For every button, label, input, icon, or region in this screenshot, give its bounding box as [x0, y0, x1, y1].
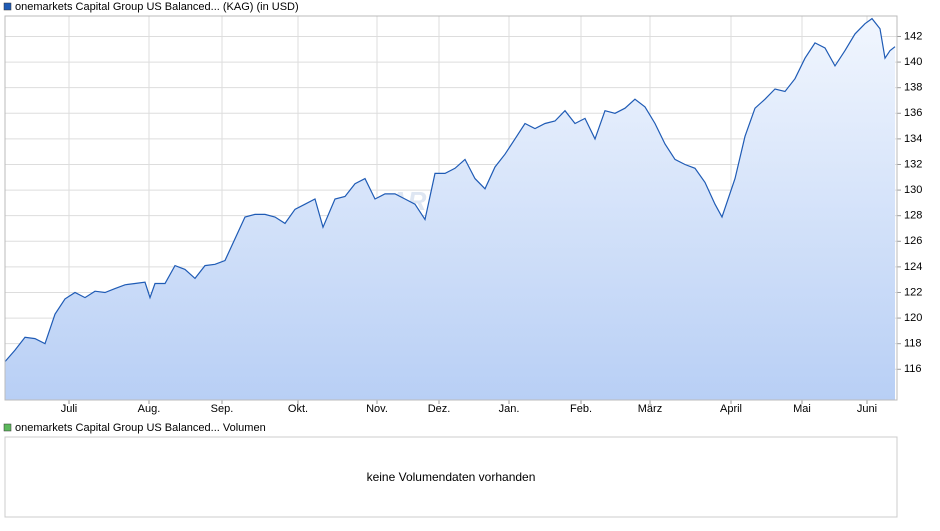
- price-line: [4, 17, 896, 362]
- x-tick-label: Aug.: [138, 403, 161, 415]
- x-tick-label: Juni: [857, 403, 877, 415]
- y-tick-label: 126: [904, 235, 922, 247]
- volume-message: keine Volumendaten vorhanden: [367, 470, 536, 484]
- y-tick-label: 136: [904, 107, 922, 119]
- x-tick-label: Okt.: [288, 403, 308, 415]
- y-tick-label: 124: [904, 261, 922, 273]
- y-tick-label: 128: [904, 210, 922, 222]
- x-tick-label: März: [638, 403, 662, 415]
- y-tick-label: 116: [904, 363, 922, 375]
- x-tick-label: Feb.: [570, 403, 592, 415]
- y-tick-label: 118: [904, 338, 922, 350]
- y-tick-label: 142: [904, 30, 922, 42]
- y-tick-label: 138: [904, 82, 922, 94]
- x-tick-label: Nov.: [366, 403, 388, 415]
- y-tick-label: 140: [904, 56, 922, 68]
- x-tick-label: Jan.: [499, 403, 520, 415]
- y-tick-label: 132: [904, 158, 922, 170]
- plot-border: [4, 15, 898, 401]
- y-tick-label: 134: [904, 133, 922, 145]
- y-tick-label: 130: [904, 184, 922, 196]
- legend-swatch: [3, 423, 12, 432]
- volume-frame: [4, 436, 898, 518]
- legend-swatch: [3, 2, 12, 11]
- y-tick-label: 122: [904, 286, 922, 298]
- x-tick-label: Sep.: [211, 403, 234, 415]
- area-fill: [5, 18, 895, 400]
- x-tick-label: Juli: [61, 403, 78, 415]
- chart-title: onemarkets Capital Group US Balanced... …: [15, 1, 299, 13]
- x-tick-label: Mai: [793, 403, 811, 415]
- volume-title: onemarkets Capital Group US Balanced... …: [15, 422, 266, 434]
- x-tick-label: Dez.: [428, 403, 451, 415]
- y-tick-label: 120: [904, 312, 922, 324]
- x-tick-label: April: [720, 403, 742, 415]
